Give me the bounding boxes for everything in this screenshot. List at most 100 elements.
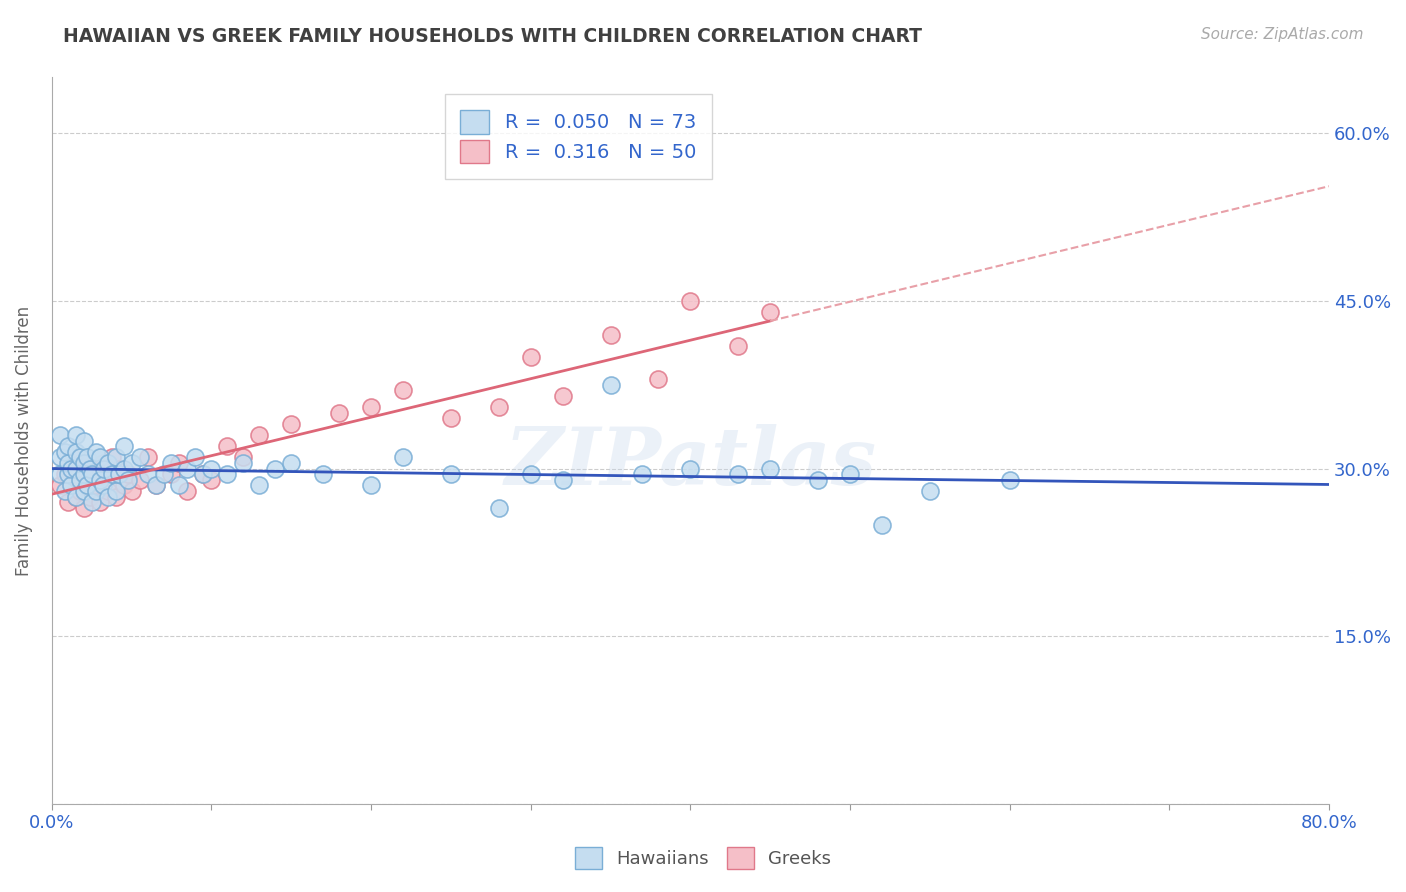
Point [91, 456, 114, 470]
Point [89, 450, 111, 465]
Point [80, 495, 103, 509]
Point [101, 467, 124, 482]
Point [48, 450, 70, 465]
Point [870, 517, 893, 532]
Text: ZIPatlas: ZIPatlas [505, 424, 876, 501]
Point [169, 456, 191, 470]
Point [65, 467, 87, 482]
Point [107, 467, 129, 482]
Point [56, 495, 79, 509]
Point [599, 327, 621, 342]
Point [631, 467, 654, 482]
Point [73, 434, 96, 448]
Point [79, 490, 101, 504]
Point [551, 473, 574, 487]
Point [53, 467, 76, 482]
Point [145, 478, 167, 492]
Point [264, 461, 287, 475]
Point [97, 490, 120, 504]
Point [56, 461, 79, 475]
Point [65, 490, 87, 504]
Point [121, 483, 143, 498]
Point [839, 467, 862, 482]
Point [160, 467, 183, 482]
Point [97, 483, 120, 498]
Point [112, 461, 135, 475]
Point [59, 478, 82, 492]
Point [107, 461, 129, 475]
Point [998, 473, 1021, 487]
Point [80, 473, 103, 487]
Point [73, 500, 96, 515]
Point [280, 456, 302, 470]
Point [918, 483, 941, 498]
Point [200, 473, 222, 487]
Point [145, 478, 167, 492]
Text: Source: ZipAtlas.com: Source: ZipAtlas.com [1201, 27, 1364, 42]
Text: HAWAIIAN VS GREEK FAMILY HOUSEHOLDS WITH CHILDREN CORRELATION CHART: HAWAIIAN VS GREEK FAMILY HOUSEHOLDS WITH… [63, 27, 922, 45]
Point [312, 467, 335, 482]
Point [59, 478, 82, 492]
Point [184, 450, 207, 465]
Point [117, 467, 139, 482]
Point [104, 450, 127, 465]
Point [280, 417, 302, 431]
Point [392, 450, 415, 465]
Point [48, 478, 70, 492]
Point [440, 411, 463, 425]
Point [104, 483, 127, 498]
Point [65, 461, 87, 475]
Point [551, 389, 574, 403]
Point [91, 478, 114, 492]
Legend: R =  0.050   N = 73, R =  0.316   N = 50: R = 0.050 N = 73, R = 0.316 N = 50 [444, 95, 711, 178]
Point [759, 305, 782, 319]
Point [69, 456, 91, 470]
Point [89, 495, 111, 509]
Point [56, 467, 79, 482]
Point [136, 467, 159, 482]
Point [79, 461, 101, 475]
Point [193, 467, 215, 482]
Point [599, 377, 621, 392]
Point [232, 450, 254, 465]
Point [176, 461, 198, 475]
Point [48, 467, 70, 482]
Point [56, 456, 79, 470]
Point [807, 473, 830, 487]
Point [76, 467, 98, 482]
Point [59, 461, 82, 475]
Point [247, 428, 270, 442]
Point [647, 372, 669, 386]
Point [69, 450, 91, 465]
Point [247, 478, 270, 492]
Point [101, 450, 124, 465]
Point [519, 350, 541, 364]
Point [112, 478, 135, 492]
Point [360, 400, 382, 414]
Point [65, 428, 87, 442]
Point [440, 467, 463, 482]
Point [65, 445, 87, 459]
Point [136, 450, 159, 465]
Point [53, 445, 76, 459]
Point [679, 461, 702, 475]
Point [73, 456, 96, 470]
Point [117, 473, 139, 487]
Point [200, 461, 222, 475]
Point [89, 473, 111, 487]
Point [76, 478, 98, 492]
Point [193, 467, 215, 482]
Point [73, 467, 96, 482]
Point [727, 467, 749, 482]
Point [488, 400, 510, 414]
Point [217, 467, 239, 482]
Point [112, 439, 135, 453]
Point [128, 450, 150, 465]
Point [48, 428, 70, 442]
Point [76, 478, 98, 492]
Point [53, 483, 76, 498]
Point [176, 483, 198, 498]
Point [169, 478, 191, 492]
Legend: Hawaiians, Greeks: Hawaiians, Greeks [565, 838, 841, 879]
Point [97, 456, 120, 470]
